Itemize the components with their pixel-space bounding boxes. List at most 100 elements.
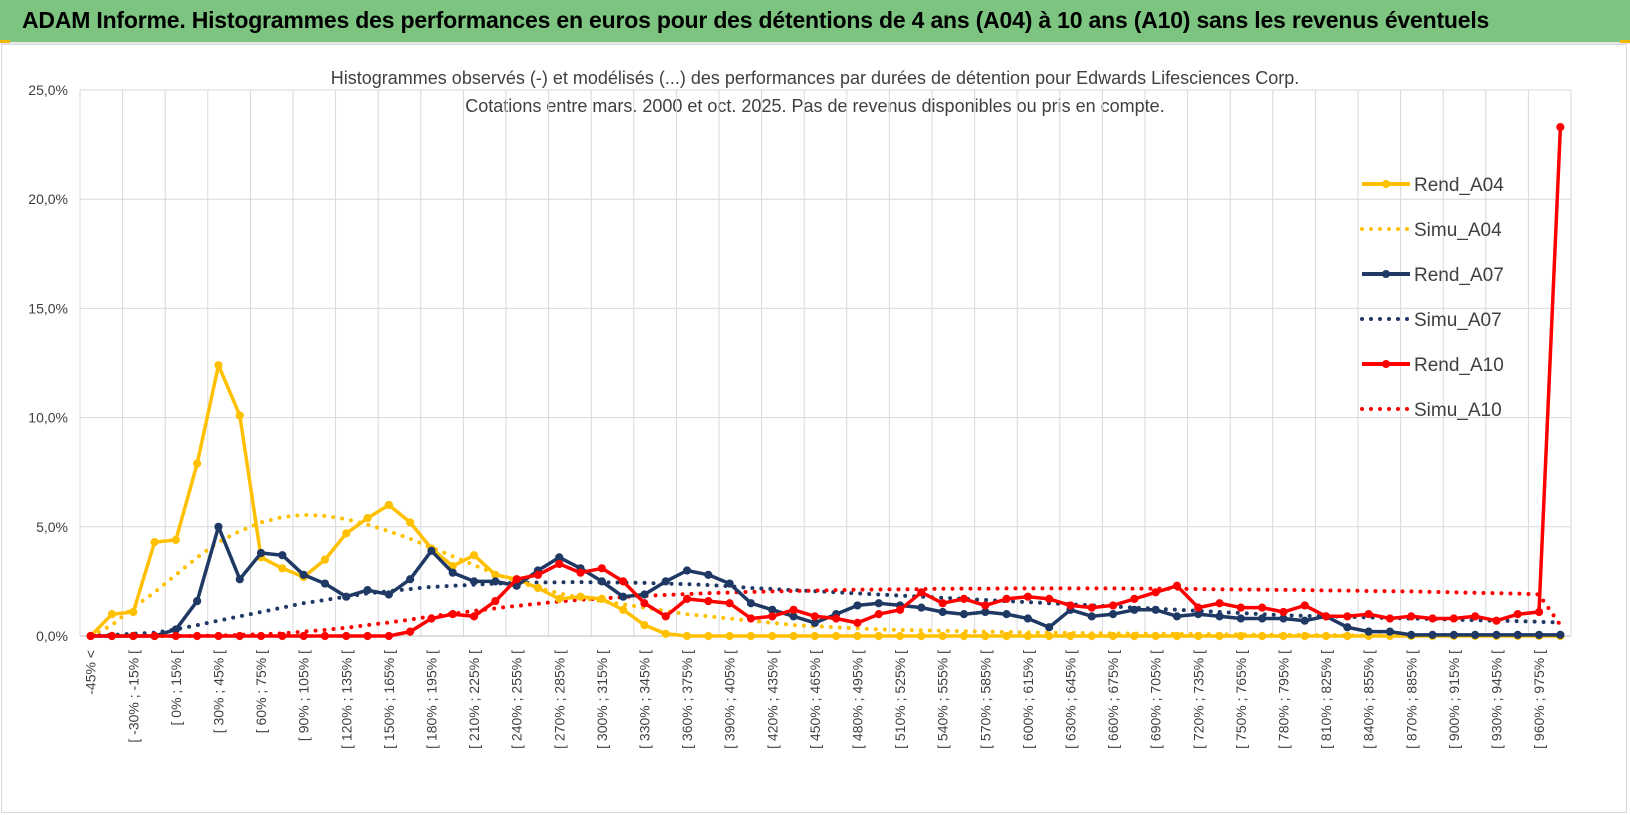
x-tick-label: [ 600% ; 615% [ [1020,650,1036,749]
chart: Histogrammes observés (-) et modélisés (… [28,68,1572,749]
data-point [810,612,819,621]
data-point [1023,631,1032,641]
x-tick-label: [ 0% ; 15% [ [168,650,184,726]
data-point [1002,631,1011,641]
data-point [342,529,351,538]
data-point [1130,594,1139,603]
data-point [1087,612,1096,621]
data-point [597,577,606,586]
data-point [1471,630,1480,640]
data-point [1108,631,1118,641]
x-tick-label: [ 360% ; 375% [ [679,650,695,749]
data-point [1087,603,1096,612]
data-point [235,411,244,420]
data-point [661,577,670,586]
data-point [214,631,223,641]
data-point [1194,603,1203,612]
series-rend-a10 [86,123,1565,641]
data-point [1258,631,1267,641]
data-point [810,631,819,641]
data-point [1279,631,1288,641]
data-point [1108,601,1118,610]
data-point [1471,612,1480,621]
data-point [363,586,372,595]
data-point [661,629,670,638]
data-point [448,568,457,577]
data-point [1108,610,1118,619]
x-tick-label: [ 30% ; 45% [ [210,650,226,733]
y-tick-label: 15,0% [28,300,68,316]
x-tick-label: [ 720% ; 735% [ [1190,650,1206,749]
data-point [917,588,926,597]
gridlines [79,89,1572,637]
data-point [1130,631,1139,641]
data-point [193,459,202,468]
data-point [917,631,926,641]
data-point [469,577,479,586]
data-point [320,555,330,564]
data-point [853,618,862,627]
data-point [1321,612,1331,621]
data-point [278,564,287,573]
x-tick-label: [ 330% ; 345% [ [636,650,652,749]
x-tick-label: -45% < [83,650,99,695]
line-simu-a10 [88,586,1563,638]
data-point [1321,631,1331,641]
data-point [384,631,393,641]
data-point [1364,610,1373,619]
data-point [619,577,628,586]
data-point [1215,599,1224,608]
data-point [853,601,862,610]
x-tick-label: [ 450% ; 465% [ [807,650,823,749]
data-point [1236,603,1245,612]
data-point [533,583,543,593]
data-point [725,631,734,641]
data-point [1513,610,1522,619]
data-point [512,575,521,584]
x-tick-label: [ 780% ; 795% [ [1275,650,1291,749]
data-point [491,577,500,586]
data-point [832,631,841,641]
legend-marker [1382,360,1390,368]
data-point [320,631,330,641]
data-point [981,601,990,610]
data-point [768,631,777,641]
data-point [469,612,479,621]
x-tick-label: [ 900% ; 915% [ [1446,650,1462,749]
data-point [576,592,585,601]
data-point [1449,630,1458,640]
y-tick-label: 25,0% [28,82,68,98]
data-point [981,631,990,641]
data-point [1492,616,1501,625]
data-point [214,361,223,370]
y-tick-label: 10,0% [28,410,68,426]
data-point [704,596,713,606]
data-point [682,566,692,575]
data-point [1151,588,1160,597]
data-point [342,592,351,601]
data-point [1343,631,1352,641]
data-point [406,518,415,527]
data-point [1087,631,1096,641]
data-point [363,631,372,641]
x-tick-label: [ 240% ; 255% [ [509,650,525,749]
data-point [193,631,202,641]
data-point [1066,601,1075,610]
data-point [917,603,926,612]
legend-marker [1382,180,1390,188]
data-point [1172,612,1182,621]
x-tick-label: [ 540% ; 555% [ [935,650,951,749]
data-point [1023,614,1032,623]
data-point [1172,631,1182,641]
data-point [235,575,244,584]
x-tick-label: [ 660% ; 675% [ [1105,650,1121,749]
x-tick-label: [ 480% ; 495% [ [849,650,865,749]
data-point [661,612,670,621]
data-point [1300,601,1309,610]
data-point [725,599,734,608]
x-tick-label: [ 270% ; 285% [ [551,650,567,749]
data-point [1556,123,1565,132]
data-point [959,631,969,641]
data-point [256,548,266,558]
x-tick-label: [ 90% ; 105% [ [296,650,312,741]
